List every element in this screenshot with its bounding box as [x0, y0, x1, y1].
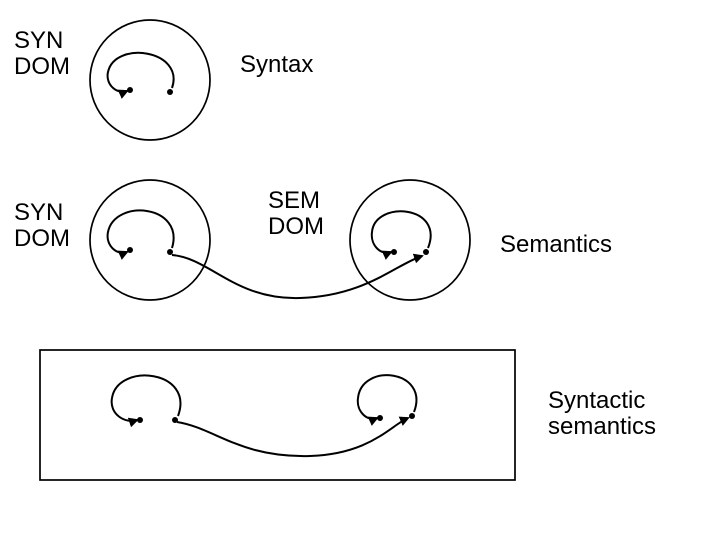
curve-layer [108, 53, 431, 456]
label-semantics: Semantics [500, 232, 612, 258]
dot-box-r-b [409, 413, 415, 419]
synsem-box [40, 350, 515, 480]
diagram-canvas [0, 0, 720, 540]
dot-sem-b [423, 249, 429, 255]
loop-syn2 [108, 210, 174, 252]
label-syn-dom-2: SYN DOM [14, 200, 70, 253]
dot-syn1-a [127, 87, 133, 93]
loop-box-right [358, 375, 417, 419]
dot-syn2-a [127, 247, 133, 253]
dot-box-l-a [137, 417, 143, 423]
loop-sem [372, 211, 431, 253]
label-syntax: Syntax [240, 52, 313, 78]
label-syn-dom-1: SYN DOM [14, 28, 70, 81]
label-sem-dom: SEM DOM [268, 188, 324, 241]
shape-layer [40, 20, 515, 480]
dot-box-r-a [377, 415, 383, 421]
dot-syn1-b [167, 89, 173, 95]
loop-syn1 [108, 53, 174, 92]
dot-sem-a [391, 249, 397, 255]
label-syntactic-semantics: Syntactic semantics [548, 388, 656, 441]
loop-box-left [112, 375, 181, 420]
diagram-stage: SYN DOM Syntax SYN DOM SEM DOM Semantics… [0, 0, 720, 540]
syn2-to-sem [172, 255, 422, 298]
box-left-to-right [177, 418, 408, 456]
